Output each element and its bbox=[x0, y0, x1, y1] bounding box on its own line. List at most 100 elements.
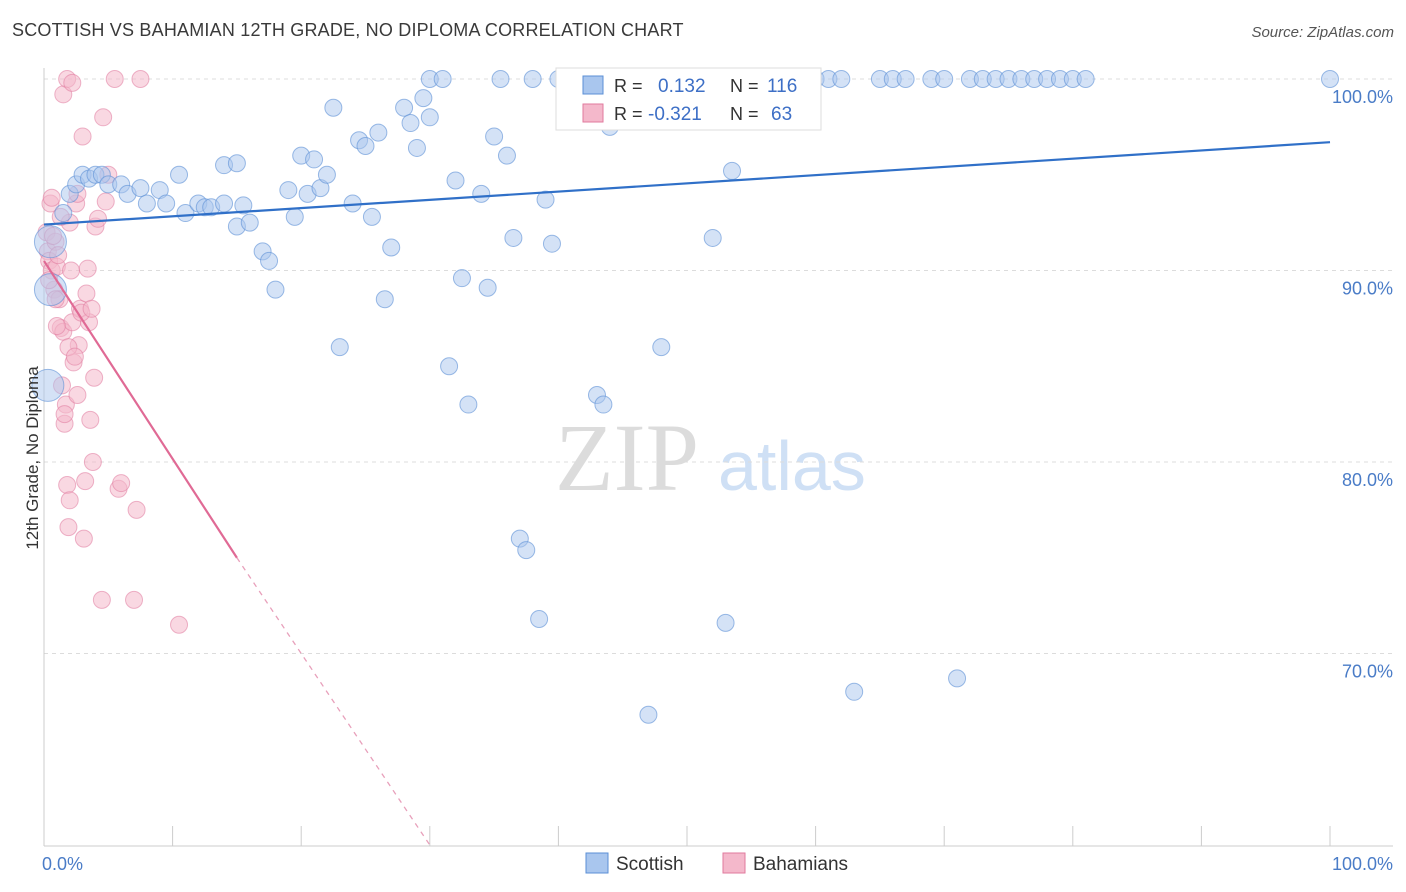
scottish-n-value: 116 bbox=[767, 76, 797, 97]
scottish-point bbox=[652, 338, 671, 357]
scottish-point bbox=[703, 228, 722, 247]
scottish-point bbox=[157, 194, 176, 213]
scottish-point bbox=[530, 610, 549, 629]
y-tick-label-70: 70.0% bbox=[1342, 662, 1393, 682]
scottish-points bbox=[31, 70, 1339, 724]
bahamians-point bbox=[74, 529, 93, 548]
x-tick-label-max: 100.0% bbox=[1332, 854, 1393, 874]
scottish-point bbox=[723, 161, 742, 180]
scottish-point bbox=[935, 70, 954, 88]
scottish-point bbox=[407, 138, 426, 157]
scottish-r-value: 0.132 bbox=[658, 76, 706, 97]
scottish-point bbox=[395, 98, 414, 117]
scottish-point bbox=[948, 669, 967, 688]
bahamians-point bbox=[82, 299, 101, 318]
scottish-point bbox=[170, 165, 189, 184]
scottish-point bbox=[517, 541, 536, 560]
bahamians-r-value: -0.321 bbox=[648, 104, 702, 125]
scottish-point bbox=[485, 127, 504, 146]
scottish-point bbox=[285, 207, 304, 226]
bahamians-point bbox=[60, 491, 79, 510]
scottish-n-label: N = bbox=[730, 76, 759, 96]
scottish-point bbox=[832, 70, 851, 88]
chart-title: SCOTTISH VS BAHAMIAN 12TH GRADE, NO DIPL… bbox=[12, 20, 684, 40]
bahamians-point bbox=[42, 188, 61, 207]
source-credit: Source: ZipAtlas.com bbox=[1251, 24, 1394, 41]
bahamians-point bbox=[83, 453, 102, 471]
scottish-point bbox=[31, 368, 65, 402]
bahamians-point bbox=[76, 472, 95, 491]
bahamians-n-value: 63 bbox=[771, 104, 792, 125]
scottish-point bbox=[324, 98, 343, 117]
scottish-trend-line bbox=[43, 141, 1331, 226]
bahamians-point bbox=[55, 405, 74, 424]
scottish-point bbox=[131, 179, 150, 198]
bahamians-point bbox=[59, 518, 78, 537]
scottish-point bbox=[446, 171, 465, 190]
bahamians-point bbox=[96, 192, 115, 211]
bahamians-point bbox=[127, 500, 146, 519]
scottish-point bbox=[420, 108, 439, 127]
bahamians-points bbox=[37, 70, 189, 634]
bahamians-point bbox=[89, 209, 108, 228]
bahamians-point bbox=[62, 261, 81, 280]
trend-lines bbox=[43, 141, 1331, 846]
bahamians-point bbox=[85, 368, 104, 387]
scottish-point bbox=[54, 204, 73, 223]
scottish-r-label: R = bbox=[614, 76, 643, 96]
scottish-point bbox=[523, 70, 542, 88]
scottish-point bbox=[414, 89, 433, 108]
scottish-point bbox=[401, 114, 420, 133]
legend-swatch-scottish bbox=[585, 852, 609, 874]
scottish-point bbox=[266, 280, 285, 299]
bahamians-point bbox=[92, 590, 111, 609]
scottish-point bbox=[234, 196, 253, 215]
scottish-point bbox=[33, 225, 67, 259]
scottish-point bbox=[375, 290, 394, 309]
bahamians-point bbox=[58, 475, 77, 494]
legend-swatch-bahamians bbox=[722, 852, 746, 874]
scottish-point bbox=[452, 269, 471, 288]
y-tick-label-80: 80.0% bbox=[1342, 470, 1393, 490]
bahamians-point bbox=[78, 259, 97, 278]
y-tick-label-100: 100.0% bbox=[1332, 87, 1393, 107]
legend-label-bahamians: Bahamians bbox=[753, 854, 848, 875]
scottish-point bbox=[594, 395, 613, 414]
scottish-point bbox=[1321, 70, 1339, 88]
bahamians-point bbox=[63, 73, 82, 92]
y-tick-labels: 70.0% 80.0% 90.0% 100.0% bbox=[1332, 87, 1393, 682]
bahamians-point bbox=[68, 385, 87, 404]
scottish-point bbox=[536, 190, 555, 209]
bahamians-point bbox=[77, 284, 96, 303]
scottish-point bbox=[279, 181, 298, 200]
watermark-atlas: atlas bbox=[718, 427, 866, 505]
scottish-point bbox=[382, 238, 401, 257]
scottish-point bbox=[137, 194, 156, 213]
scottish-point bbox=[330, 338, 349, 357]
y-axis-label: 12th Grade, No Diploma bbox=[23, 366, 42, 550]
scottish-point bbox=[227, 154, 246, 173]
bahamians-point bbox=[81, 410, 100, 429]
scottish-point bbox=[478, 278, 497, 297]
scottish-point bbox=[1076, 70, 1095, 88]
bahamians-point bbox=[94, 108, 113, 127]
scottish-point bbox=[845, 682, 864, 701]
scottish-legend-swatch bbox=[582, 75, 604, 95]
bahamians-n-label: N = bbox=[730, 104, 759, 124]
bahamians-point bbox=[170, 615, 189, 634]
bahamians-point bbox=[131, 70, 150, 88]
scottish-point bbox=[305, 150, 324, 169]
y-tick-label-90: 90.0% bbox=[1342, 279, 1393, 299]
watermark-zip: ZIP bbox=[555, 404, 699, 511]
scottish-point bbox=[369, 123, 388, 142]
bahamians-point bbox=[65, 347, 84, 366]
bahamians-point bbox=[47, 317, 66, 336]
bahamians-trend-extension bbox=[236, 557, 431, 846]
scottish-point bbox=[497, 146, 516, 165]
scottish-point bbox=[176, 204, 195, 223]
scottish-point bbox=[440, 357, 459, 376]
scottish-point bbox=[639, 705, 658, 724]
bahamians-point bbox=[112, 474, 131, 493]
legend-label-scottish: Scottish bbox=[616, 854, 684, 875]
